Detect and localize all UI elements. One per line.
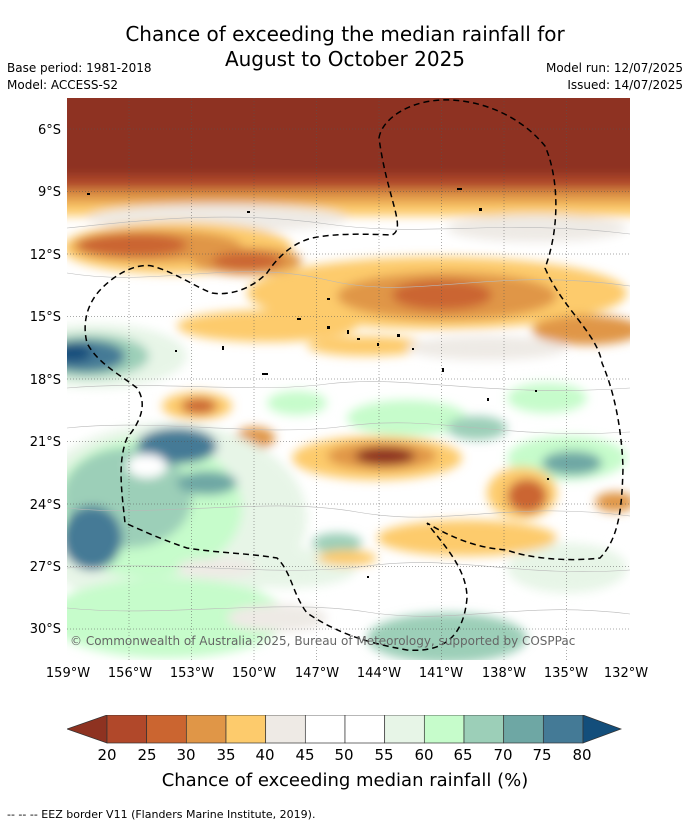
- colorbar-tick: 80: [572, 746, 592, 764]
- colorbar-tick: 20: [97, 746, 117, 764]
- rainfall-map: [67, 98, 630, 660]
- contour-lines: [67, 216, 630, 617]
- model-run: Model run: 12/07/2025: [545, 61, 683, 75]
- meta-left: Base period: 1981-2018 Model: ACCESS-S2: [7, 60, 152, 94]
- lat-label-9s: 9°S: [37, 185, 61, 200]
- lat-label-15s: 15°S: [29, 310, 61, 325]
- colorbar-cell: [265, 715, 306, 744]
- colorbar-tick: 30: [176, 746, 196, 764]
- colorbar-tick: 65: [453, 746, 473, 764]
- base-period: Base period: 1981-2018: [7, 61, 152, 75]
- colorbar-tick: 45: [295, 746, 315, 764]
- map-canvas: [67, 98, 630, 660]
- lon-label-138w: 138°W: [481, 666, 527, 681]
- colorbar-tick: 55: [374, 746, 394, 764]
- lon-label-153w: 153°W: [169, 666, 215, 681]
- probability-field: [67, 98, 630, 660]
- eez-legend-note: -- -- -- EEZ border V11 (Flanders Marine…: [7, 808, 316, 821]
- colorbar-tick: 35: [216, 746, 236, 764]
- colorbar-cell: [542, 715, 584, 744]
- colorbar-label: Chance of exceeding median rainfall (%): [161, 770, 529, 791]
- lon-label-135w: 135°W: [543, 666, 589, 681]
- eez-border: [84, 99, 624, 652]
- colorbar-high-arrow: [582, 715, 623, 744]
- copyright-notice: © Commonwealth of Australia 2025, Bureau…: [70, 634, 576, 648]
- colorbar-tick: 25: [137, 746, 157, 764]
- title-line-2: August to October 2025: [224, 47, 466, 71]
- lat-label-6s: 6°S: [37, 123, 61, 138]
- lat-label-18s: 18°S: [29, 373, 61, 388]
- lat-label-27s: 27°S: [29, 560, 61, 575]
- map-title: Chance of exceeding the median rainfall …: [0, 22, 690, 72]
- lon-label-132w: 132°W: [603, 666, 649, 681]
- meta-right: Model run: 12/07/2025 Issued: 14/07/2025: [546, 60, 683, 94]
- colorbar: [67, 715, 623, 744]
- colorbar-cell: [384, 715, 425, 744]
- lon-label-156w: 156°W: [107, 666, 153, 681]
- colorbar-tick: 50: [334, 746, 354, 764]
- issued-date: Issued: 14/07/2025: [567, 78, 683, 92]
- colorbar-cell: [185, 715, 227, 744]
- lat-label-12s: 12°S: [29, 248, 61, 263]
- colorbar-low-arrow: [67, 715, 108, 744]
- islands: [87, 188, 549, 578]
- lat-label-21s: 21°S: [29, 435, 61, 450]
- lat-label-30s: 30°S: [29, 622, 61, 637]
- colorbar-cell: [225, 715, 267, 744]
- colorbar-cell: [106, 715, 148, 744]
- colorbar-cell: [146, 715, 187, 744]
- model-name: Model: ACCESS-S2: [7, 78, 119, 92]
- lon-label-159w: 159°W: [45, 666, 91, 681]
- colorbar-tick: 60: [414, 746, 434, 764]
- colorbar-cell: [423, 715, 465, 744]
- colorbar-cell: [463, 715, 505, 744]
- lon-label-141w: 141°W: [418, 666, 464, 681]
- lon-label-150w: 150°W: [231, 666, 277, 681]
- colorbar-tick: 40: [255, 746, 275, 764]
- colorbar-cell: [344, 715, 386, 744]
- colorbar-cell: [503, 715, 544, 744]
- colorbar-tick: 70: [493, 746, 513, 764]
- title-line-1: Chance of exceeding the median rainfall …: [125, 22, 565, 46]
- gridlines: [67, 98, 630, 660]
- colorbar-tick: 75: [532, 746, 552, 764]
- lon-label-144w: 144°W: [356, 666, 402, 681]
- colorbar-cell: [304, 715, 346, 744]
- lat-label-24s: 24°S: [29, 498, 61, 513]
- lon-label-147w: 147°W: [294, 666, 340, 681]
